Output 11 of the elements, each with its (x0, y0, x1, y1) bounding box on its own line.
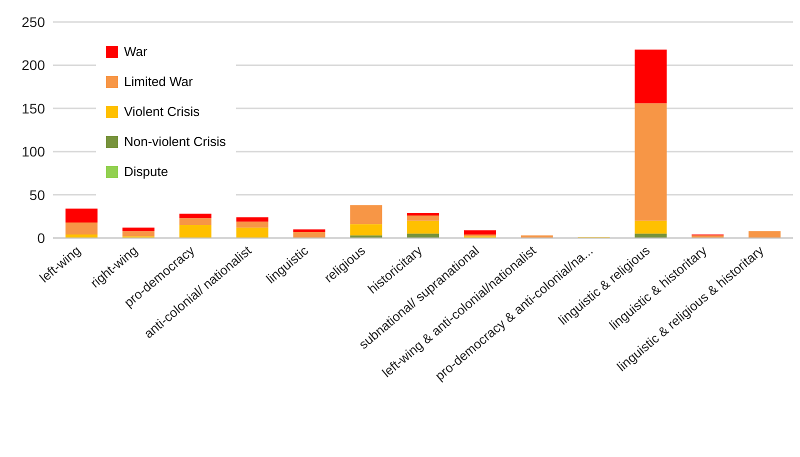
y-tick-label: 100 (22, 144, 46, 160)
legend-label: Non-violent Crisis (124, 134, 226, 149)
legend-label: Dispute (124, 164, 168, 179)
y-tick-label: 250 (22, 14, 46, 30)
legend-label: War (124, 44, 148, 59)
legend-label: Violent Crisis (124, 104, 200, 119)
y-tick-label: 200 (22, 57, 46, 74)
legend-label: Limited War (124, 74, 193, 89)
y-tick-label: 50 (29, 186, 46, 203)
y-tick-label: 0 (37, 230, 46, 246)
y-tick-label: 150 (22, 100, 46, 116)
